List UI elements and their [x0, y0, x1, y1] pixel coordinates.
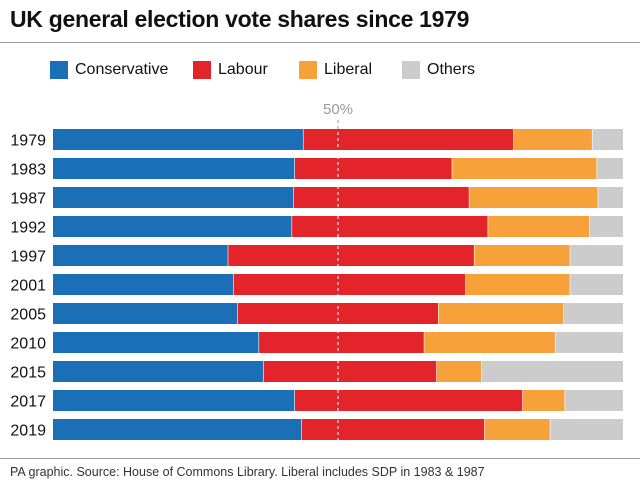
- bar-conservative-2005: [53, 303, 238, 324]
- bar-liberal-2010: [424, 332, 556, 353]
- category-label-1997: 1997: [10, 249, 46, 266]
- bar-liberal-1987: [469, 187, 598, 208]
- bar-labour-1987: [293, 187, 470, 208]
- title-divider: [0, 42, 640, 43]
- legend-label-liberal: Liberal: [324, 61, 373, 78]
- bar-others-2019: [550, 419, 623, 440]
- legend-swatch-conservative: [50, 61, 68, 79]
- legend-swatch-labour: [193, 61, 211, 79]
- legend-label-conservative: Conservative: [75, 61, 169, 78]
- bar-others-2017: [564, 390, 623, 411]
- legend-label-others: Others: [427, 61, 476, 78]
- chart-title: UK general election vote shares since 19…: [10, 6, 470, 32]
- bar-labour-1992: [291, 216, 488, 237]
- bar-labour-1979: [303, 129, 514, 150]
- footer-divider: [0, 458, 640, 459]
- bar-conservative-1997: [53, 245, 228, 266]
- category-label-1979: 1979: [10, 133, 46, 150]
- bar-others-2015: [481, 361, 623, 382]
- bar-conservative-2019: [53, 419, 302, 440]
- bar-labour-2019: [301, 419, 485, 440]
- stacked-bar-chart: 50% 1979 1983 1987 1992 1997 2001 2005 2010 2015 2…: [10, 101, 623, 442]
- bar-liberal-1983: [452, 158, 597, 179]
- bar-others-1997: [569, 245, 623, 266]
- category-label-1987: 1987: [10, 191, 46, 208]
- bar-liberal-2017: [522, 390, 565, 411]
- category-label-2015: 2015: [10, 365, 46, 382]
- bar-labour-2017: [294, 390, 523, 411]
- bar-conservative-2010: [53, 332, 259, 353]
- bar-liberal-2005: [438, 303, 564, 324]
- bar-conservative-2001: [53, 274, 234, 295]
- bar-labour-1997: [227, 245, 475, 266]
- legend-swatch-liberal: [299, 61, 317, 79]
- bar-others-1987: [597, 187, 623, 208]
- legend-swatch-others: [402, 61, 420, 79]
- bar-conservative-2017: [53, 390, 295, 411]
- bar-others-2005: [563, 303, 623, 324]
- bar-liberal-1992: [487, 216, 590, 237]
- bar-others-2010: [555, 332, 623, 353]
- bar-liberal-2015: [436, 361, 482, 382]
- bar-conservative-1992: [53, 216, 292, 237]
- bar-conservative-1983: [53, 158, 295, 179]
- bar-others-2001: [569, 274, 623, 295]
- bar-labour-1983: [294, 158, 452, 179]
- bar-labour-2010: [258, 332, 425, 353]
- category-label-2001: 2001: [10, 278, 46, 295]
- bar-labour-2001: [233, 274, 466, 295]
- reference-line-label: 50%: [323, 101, 353, 118]
- bar-others-1979: [592, 129, 623, 150]
- bar-conservative-1979: [53, 129, 304, 150]
- bar-liberal-1979: [513, 129, 593, 150]
- bar-liberal-1997: [474, 245, 570, 266]
- legend-label-labour: Labour: [218, 61, 268, 78]
- category-label-2010: 2010: [10, 336, 46, 353]
- category-label-1983: 1983: [10, 162, 46, 179]
- bars: [53, 129, 623, 440]
- category-label-2005: 2005: [10, 307, 46, 324]
- bar-others-1983: [596, 158, 623, 179]
- source-footnote: PA graphic. Source: House of Commons Lib…: [10, 465, 485, 479]
- bar-liberal-2001: [465, 274, 570, 295]
- bar-liberal-2019: [484, 419, 551, 440]
- category-label-2019: 2019: [10, 423, 46, 440]
- bar-conservative-1987: [53, 187, 294, 208]
- bar-others-1992: [589, 216, 623, 237]
- bar-conservative-2015: [53, 361, 264, 382]
- bar-labour-2015: [263, 361, 437, 382]
- category-label-2017: 2017: [10, 394, 46, 411]
- category-label-1992: 1992: [10, 220, 46, 237]
